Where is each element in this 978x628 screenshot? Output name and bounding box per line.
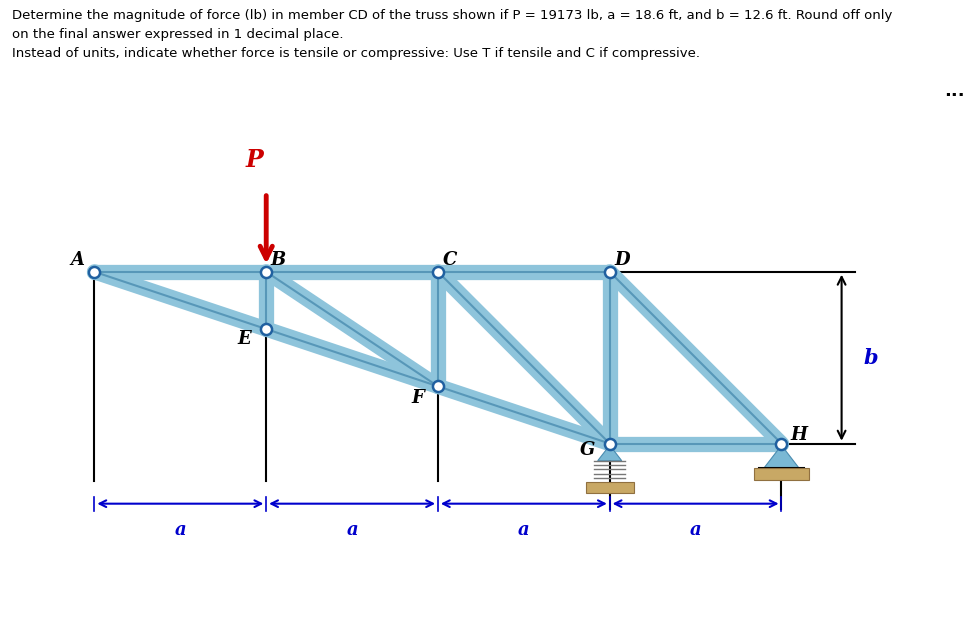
Text: a: a: [346, 521, 358, 539]
Text: a: a: [689, 521, 700, 539]
Text: E: E: [237, 330, 250, 349]
Text: H: H: [789, 426, 806, 444]
Polygon shape: [598, 445, 621, 461]
Text: b: b: [863, 348, 877, 367]
Polygon shape: [764, 445, 798, 468]
Text: ...: ...: [943, 82, 963, 100]
Text: a: a: [517, 521, 529, 539]
Text: A: A: [70, 251, 84, 269]
Text: P: P: [245, 148, 263, 172]
Text: C: C: [442, 251, 457, 269]
Bar: [585, 482, 633, 494]
Text: D: D: [613, 251, 629, 269]
Text: F: F: [411, 389, 423, 408]
Text: B: B: [270, 251, 286, 269]
Text: on the final answer expressed in 1 decimal place.: on the final answer expressed in 1 decim…: [12, 28, 343, 41]
Bar: [753, 468, 808, 480]
Text: a: a: [174, 521, 186, 539]
Text: G: G: [579, 441, 595, 460]
Text: Determine the magnitude of force (lb) in member CD of the truss shown if P = 191: Determine the magnitude of force (lb) in…: [12, 9, 891, 23]
Text: Instead of units, indicate whether force is tensile or compressive: Use T if ten: Instead of units, indicate whether force…: [12, 47, 699, 60]
